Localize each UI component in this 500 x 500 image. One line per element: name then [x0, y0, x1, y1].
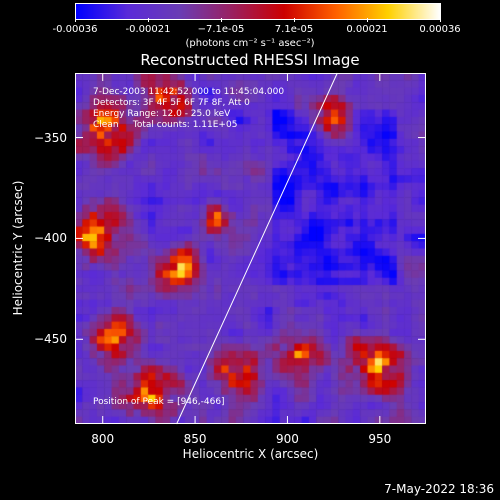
image-plot: 7-Dec-2003 11:42:52.000 to 11:45:04.000 … [75, 73, 426, 424]
colorbar-units: (photons cm⁻² s⁻¹ asec⁻²) [185, 38, 315, 49]
y-tick-label: −400 [34, 231, 67, 246]
peak-position: Position of Peak = [946,-466] [93, 397, 225, 407]
colorbar-tick-label: 7.1e-05 [274, 24, 314, 35]
colorbar-tick [148, 18, 149, 22]
heatmap-image [75, 73, 426, 424]
colorbar-tick [221, 18, 222, 22]
y-tick-label: −350 [34, 130, 67, 145]
y-tick-label: −450 [34, 332, 67, 347]
image-info: 7-Dec-2003 11:42:52.000 to 11:45:04.000 … [93, 87, 284, 131]
colorbar-tick [440, 18, 441, 22]
colorbar-tick-label: −7.1e-05 [197, 24, 245, 35]
colorbar-tick [75, 18, 76, 22]
solar-limb-line [176, 72, 338, 425]
plot-frame [75, 73, 426, 424]
colorbar-tick-label: 0.00021 [346, 24, 388, 35]
info-detectors: Detectors: 3F 4F 5F 6F 7F 8F, Att 0 [93, 98, 250, 108]
x-tick-label: 900 [275, 432, 299, 446]
colorbar-tick-label: -0.00036 [52, 24, 98, 35]
date-stamp: 7-May-2022 18:36 [384, 482, 494, 496]
colorbar-tick [294, 18, 295, 22]
x-axis-label: Heliocentric X (arcsec) [182, 447, 319, 461]
plot-axes [75, 72, 426, 425]
x-tick-label: 950 [368, 432, 392, 446]
y-axis-label: Heliocentric Y (arcsec) [11, 180, 25, 316]
axis-tick-marks [75, 73, 426, 424]
colorbar-tick-label: 0.00036 [419, 24, 461, 35]
info-time-range: 7-Dec-2003 11:42:52.000 to 11:45:04.000 [93, 87, 285, 97]
colorbar-tick [367, 18, 368, 22]
colorbar [75, 3, 441, 20]
x-tick-label: 800 [91, 432, 115, 446]
info-energy-range: Energy Range: 12.0 - 25.0 keV [93, 109, 231, 119]
x-tick-label: 850 [183, 432, 207, 446]
colorbar-tick-label: -0.00021 [125, 24, 171, 35]
info-counts: Clean Total counts: 1.11E+05 [93, 120, 238, 130]
plot-title: Reconstructed RHESSI Image [140, 51, 360, 69]
